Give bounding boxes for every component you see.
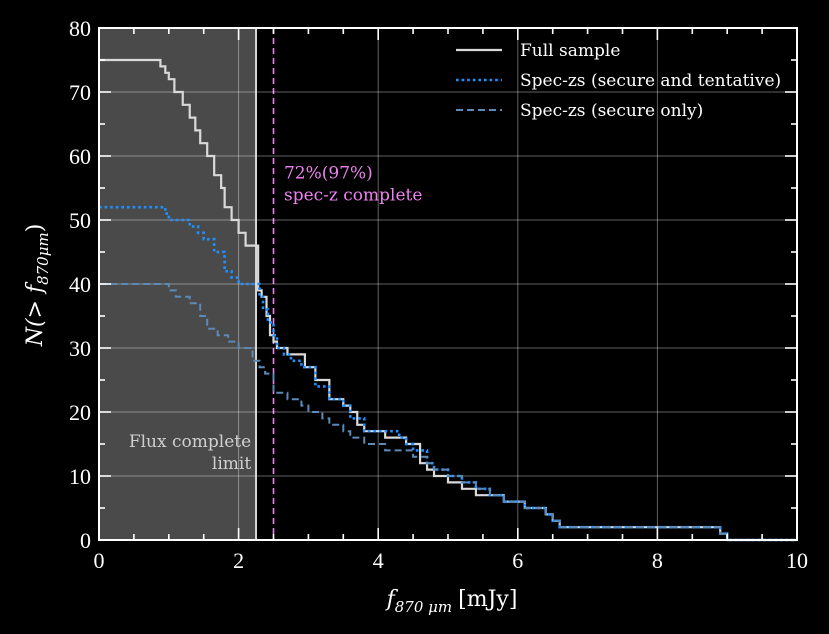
x-tick-label: 6 bbox=[512, 548, 523, 573]
series-line-2 bbox=[99, 283, 797, 541]
y-tick-label: 60 bbox=[69, 144, 91, 169]
annotation-0: Flux complete limit bbox=[129, 432, 251, 474]
x-axis-title-unit: [mJy] bbox=[458, 587, 517, 612]
x-tick-label: 2 bbox=[233, 548, 244, 573]
legend: Full sample Spec-zs (secure and tentative… bbox=[456, 41, 781, 121]
y-axis-title-sub: 870μm bbox=[34, 232, 52, 285]
y-tick-label: 40 bbox=[69, 272, 91, 297]
annotations: Flux complete limit 72%(97%) spec-z complet… bbox=[129, 163, 423, 474]
y-axis-title: N(> f870μm) bbox=[23, 224, 52, 348]
annotation-0-line-0: Flux complete bbox=[129, 432, 251, 452]
series-group bbox=[99, 58, 797, 542]
ticks: 0 2 4 6 8 10 0 10 20 30 40 50 60 70 80 bbox=[69, 16, 808, 573]
legend-label-0: Full sample bbox=[520, 41, 620, 61]
y-axis-title-close: ) bbox=[23, 224, 48, 233]
x-tick-label: 4 bbox=[373, 548, 384, 573]
y-tick-label: 0 bbox=[80, 528, 91, 553]
legend-label-1: Spec-zs (secure and tentative) bbox=[520, 71, 781, 91]
x-axis-title-sub: 870 μm bbox=[395, 598, 452, 616]
y-axis-title-main: N(> f bbox=[23, 281, 48, 347]
x-axis-title: f870 μm [mJy] bbox=[385, 587, 518, 616]
grid bbox=[99, 28, 797, 540]
x-tick-label: 0 bbox=[94, 548, 105, 573]
annotation-0-line-1: limit bbox=[212, 454, 251, 474]
axis-titles: f870 μm [mJy] N(> f870μm) bbox=[23, 224, 517, 616]
y-tick-label: 20 bbox=[69, 400, 91, 425]
annotation-1-line-0: 72%(97%) bbox=[284, 163, 373, 183]
annotation-1-line-1: spec-z complete bbox=[284, 185, 422, 205]
x-tick-label: 10 bbox=[786, 548, 808, 573]
x-tick-label: 8 bbox=[652, 548, 663, 573]
annotation-1: 72%(97%) spec-z complete bbox=[284, 163, 422, 205]
y-tick-label: 50 bbox=[69, 208, 91, 233]
y-tick-label: 10 bbox=[69, 464, 91, 489]
y-tick-label: 70 bbox=[69, 80, 91, 105]
y-tick-label: 30 bbox=[69, 336, 91, 361]
y-tick-label: 80 bbox=[69, 16, 91, 41]
legend-label-2: Spec-zs (secure only) bbox=[520, 101, 703, 121]
